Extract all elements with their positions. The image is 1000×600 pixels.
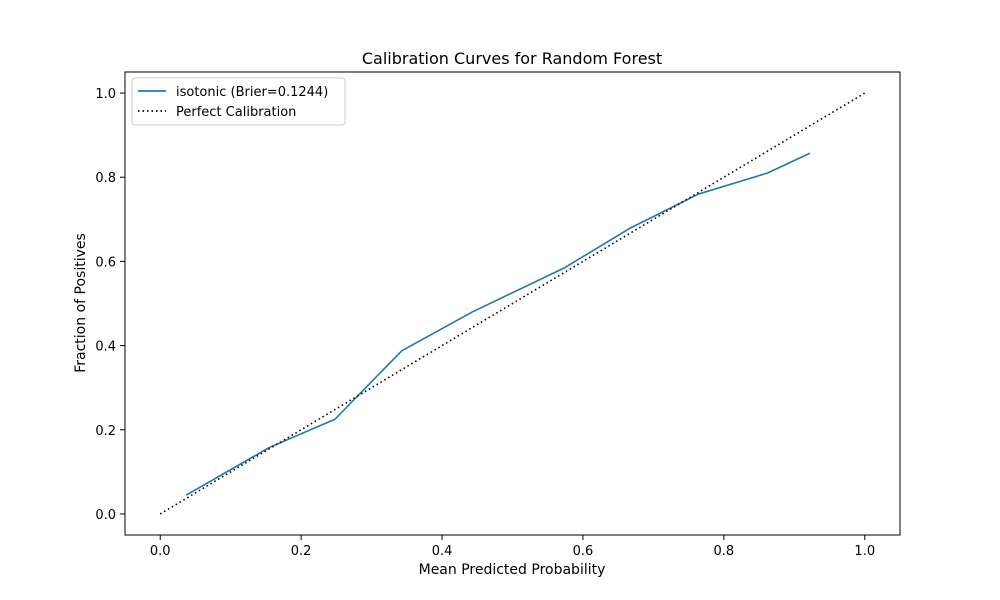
series-layer <box>159 92 866 515</box>
x-tick-label: 0.4 <box>432 544 453 559</box>
y-axis-ticks: 0.0 0.2 0.4 0.6 0.8 1.0 <box>95 87 125 523</box>
y-tick-label: 0.0 <box>95 508 116 523</box>
y-axis-label: Fraction of Positives <box>73 233 89 373</box>
y-tick-label: 1.0 <box>95 87 116 102</box>
x-tick-label: 0.6 <box>573 544 594 559</box>
x-tick-label: 0.8 <box>714 544 735 559</box>
legend-box <box>131 77 346 126</box>
x-axis-label: Mean Predicted Probability <box>419 562 606 578</box>
x-tick-label: 0.2 <box>291 544 312 559</box>
y-tick-label: 0.8 <box>95 171 116 186</box>
legend-label-perfect-calibration: Perfect Calibration <box>176 105 296 120</box>
series-line-perfect-calibration <box>159 92 866 515</box>
legend: isotonic (Brier=0.1244) Perfect Calibrat… <box>131 77 346 126</box>
chart-title: Calibration Curves for Random Forest <box>362 49 662 68</box>
plot-area-frame <box>124 71 901 536</box>
y-tick-label: 0.6 <box>95 255 116 270</box>
x-tick-label: 1.0 <box>854 544 875 559</box>
y-tick-label: 0.4 <box>95 340 116 355</box>
x-axis-ticks: 0.0 0.2 0.4 0.6 0.8 1.0 <box>150 535 875 559</box>
series-line-isotonic <box>185 152 811 496</box>
y-tick-label: 0.2 <box>95 424 116 439</box>
legend-label-isotonic: isotonic (Brier=0.1244) <box>176 85 328 100</box>
x-tick-label: 0.0 <box>150 544 171 559</box>
